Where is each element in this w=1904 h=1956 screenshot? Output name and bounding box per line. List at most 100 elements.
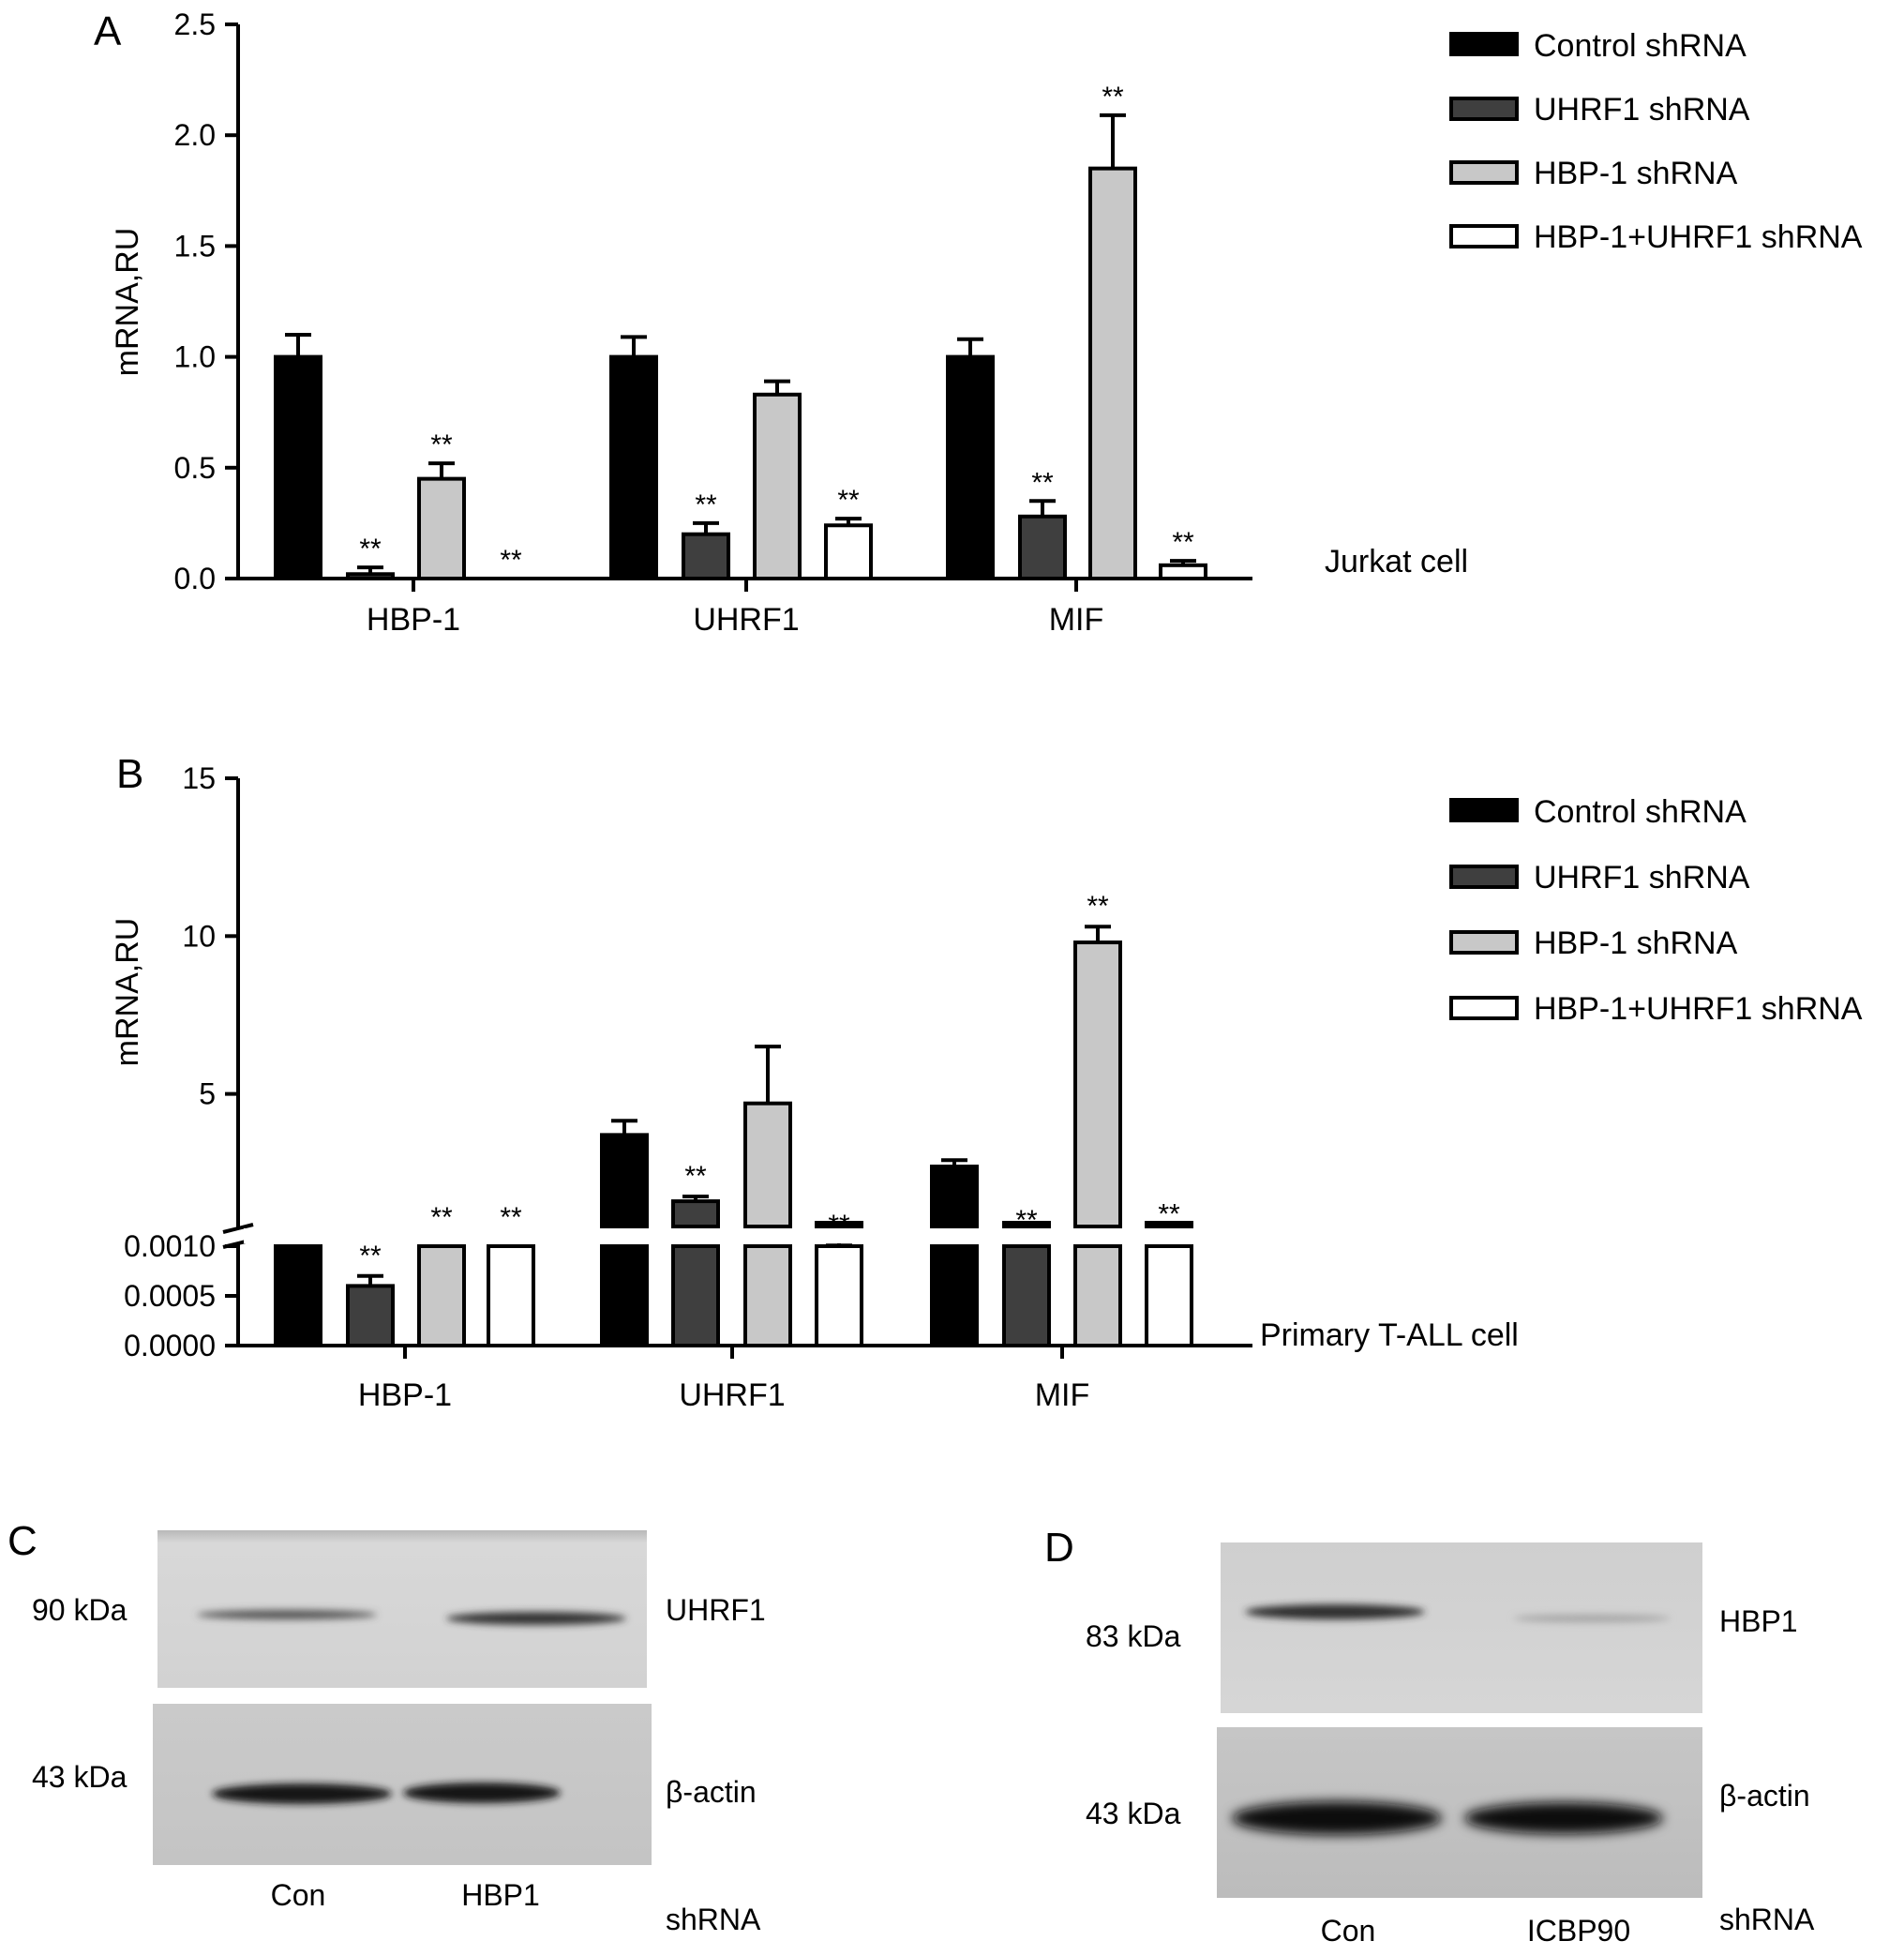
- legend-b: Control shRNA UHRF1 shRNA HBP-1 shRNA HB…: [1449, 794, 1863, 1027]
- x-tick-label-b-hbp-1: HBP-1: [358, 1377, 452, 1413]
- legend-a-swatch-hbp1-uhrf1: [1449, 224, 1519, 248]
- panel-c: C 90 kDa UHRF1 43 kDa β-actin Con HBP1 s…: [7, 1518, 766, 1936]
- legend-b-swatch-control: [1449, 798, 1519, 822]
- blot-c-membrane-uhrf1: [157, 1530, 647, 1688]
- y-axis-label-a: mRNA,RU: [110, 228, 145, 377]
- x-tick-label-b-mif: MIF: [1035, 1377, 1090, 1413]
- bar-b-hbp-1-shrna-hbp-1: [417, 1244, 466, 1347]
- bar-a-hbp-1-shrna-uhrf1: [753, 392, 802, 580]
- legend-b-item: HBP-1+UHRF1 shRNA: [1449, 991, 1863, 1027]
- bar-b-lower-hbp-1-uhrf1-shrna-mif: [1145, 1244, 1193, 1347]
- legend-a-label: HBP-1+UHRF1 shRNA: [1534, 219, 1863, 255]
- blot-d-membrane-hbp1: [1221, 1542, 1702, 1713]
- legend-a-item: HBP-1+UHRF1 shRNA: [1449, 219, 1863, 255]
- y-tick-label-a: 0.5: [174, 451, 216, 485]
- bar-a-hbp-1-uhrf1-shrna-mif: [1159, 563, 1207, 580]
- blot-d-footer: shRNA: [1719, 1903, 1815, 1936]
- bar-a-control-shrna-mif: [946, 354, 995, 580]
- bar-b-lower-control-shrna-uhrf1: [600, 1244, 649, 1347]
- legend-b-swatch-hbp1: [1449, 930, 1519, 955]
- legend-b-label: Control shRNA: [1534, 794, 1747, 830]
- bar-a-uhrf1-shrna-uhrf1: [682, 532, 730, 580]
- sig-label-a: **: [837, 485, 860, 516]
- blot-d-lane-1: Con: [1321, 1914, 1376, 1948]
- bar-b-lower-uhrf1-shrna-mif: [1002, 1244, 1051, 1347]
- y-tick-label-lower-b: 0.0000: [124, 1329, 216, 1362]
- sig-label-b: **: [1158, 1198, 1180, 1229]
- sig-label-a: **: [500, 545, 522, 576]
- sig-label-a: **: [430, 429, 453, 460]
- y-tick-label-a: 1.0: [174, 340, 216, 374]
- bar-b-hbp-1-uhrf1-shrna-hbp-1: [487, 1244, 535, 1347]
- panel-a-letter: A: [94, 8, 122, 54]
- band-c-actin-hbp1: [403, 1783, 561, 1803]
- legend-b-label: HBP-1 shRNA: [1534, 925, 1738, 961]
- band-c-uhrf1-hbp1: [446, 1612, 626, 1625]
- chart-a: 0.0 0.5 1.0 1.5 2.0 2.5 mRNA,RU HBP-1 UHRF1 MIF **…: [110, 8, 1252, 638]
- panel-a: A 0.0 0.5 1.0 1.5 2.0 2.5 mRNA,RU HBP-1 UHRF1 MIF…: [94, 8, 1863, 638]
- bar-b-uhrf1-shrna-hbp-1: [346, 1284, 395, 1348]
- y-tick-label-lower-b: 0.0005: [124, 1279, 216, 1313]
- bar-a-hbp-1-uhrf1-shrna-uhrf1: [824, 523, 873, 580]
- sig-label-a: **: [1172, 527, 1194, 558]
- sig-label-b: **: [430, 1202, 453, 1233]
- blot-d-kda-2: 43 kDa: [1086, 1797, 1181, 1830]
- blot-c-protein-1: UHRF1: [666, 1593, 766, 1627]
- y-tick-label-upper-b: 5: [199, 1077, 216, 1111]
- bar-b-upper-hbp-1-shrna-uhrf1: [743, 1101, 792, 1228]
- bar-a-control-shrna-hbp-1: [274, 354, 322, 580]
- blot-d-kda-1: 83 kDa: [1086, 1619, 1181, 1653]
- bar-b-upper-control-shrna-mif: [930, 1165, 979, 1228]
- y-tick-label-a: 2.5: [174, 8, 216, 41]
- band-d-hbp1-icbp90: [1513, 1615, 1671, 1622]
- y-tick-label-a: 1.5: [174, 229, 216, 263]
- legend-b-label: UHRF1 shRNA: [1534, 860, 1750, 895]
- blot-c-lane-2: HBP1: [461, 1878, 540, 1912]
- panel-b-cell-label: Primary T-ALL cell: [1260, 1317, 1519, 1353]
- y-tick-label-lower-b: 0.0010: [124, 1229, 216, 1263]
- sig-label-a: **: [1031, 467, 1054, 498]
- legend-b-swatch-uhrf1: [1449, 865, 1519, 889]
- panel-b: B 5 10 15 0.0000 0.0005 0.0010 mRNA,RU HBP-1 UHR…: [110, 751, 1863, 1413]
- blot-c-lane-1: Con: [271, 1878, 326, 1912]
- legend-a-item: Control shRNA: [1449, 28, 1747, 64]
- blot-c-kda-2: 43 kDa: [32, 1760, 127, 1794]
- panel-b-letter: B: [116, 751, 143, 797]
- y-tick-label-a: 0.0: [174, 562, 216, 595]
- blot-d-lane-2: ICBP90: [1527, 1914, 1630, 1948]
- bar-b-lower-uhrf1-shrna-uhrf1: [671, 1244, 720, 1347]
- bar-b-lower-control-shrna-mif: [930, 1244, 979, 1347]
- sig-label-b: **: [1015, 1205, 1038, 1236]
- sig-label-a: **: [359, 534, 382, 564]
- blot-d-protein-1: HBP1: [1719, 1604, 1798, 1638]
- bar-b-upper-uhrf1-shrna-uhrf1: [671, 1199, 720, 1229]
- band-c-actin-con: [212, 1783, 392, 1804]
- legend-a-label: HBP-1 shRNA: [1534, 156, 1738, 191]
- legend-b-item: UHRF1 shRNA: [1449, 860, 1750, 895]
- sig-label-b: **: [500, 1202, 522, 1233]
- legend-a-swatch-uhrf1: [1449, 97, 1519, 121]
- bar-a-uhrf1-shrna-mif: [1018, 514, 1067, 580]
- blot-d-bands-hbp1: [1245, 1604, 1671, 1622]
- legend-b-item: HBP-1 shRNA: [1449, 925, 1738, 961]
- bar-a-control-shrna-uhrf1: [609, 354, 658, 580]
- sig-label-b: **: [684, 1161, 707, 1192]
- legend-a-item: HBP-1 shRNA: [1449, 156, 1738, 191]
- blot-c-bands-uhrf1: [197, 1610, 626, 1625]
- band-c-uhrf1-con: [197, 1610, 377, 1619]
- y-tick-label-a: 2.0: [174, 118, 216, 152]
- y-axis-label-b: mRNA,RU: [110, 918, 145, 1067]
- blot-d-bands-actin: [1232, 1801, 1663, 1835]
- legend-a-swatch-hbp1: [1449, 160, 1519, 185]
- bar-a-hbp-1-shrna-mif: [1088, 166, 1137, 580]
- legend-b-item: Control shRNA: [1449, 794, 1747, 830]
- bar-b-control-shrna-hbp-1: [274, 1244, 322, 1347]
- axis-break-gap-b: [244, 1228, 1258, 1243]
- blot-c-protein-2: β-actin: [666, 1775, 757, 1809]
- y-tick-label-upper-b: 10: [182, 919, 216, 953]
- panel-c-letter: C: [7, 1518, 37, 1564]
- bar-b-lower-hbp-1-shrna-uhrf1: [743, 1244, 792, 1347]
- blot-c-membrane-actin: [153, 1704, 652, 1865]
- bar-b-upper-hbp-1-shrna-mif: [1073, 940, 1122, 1228]
